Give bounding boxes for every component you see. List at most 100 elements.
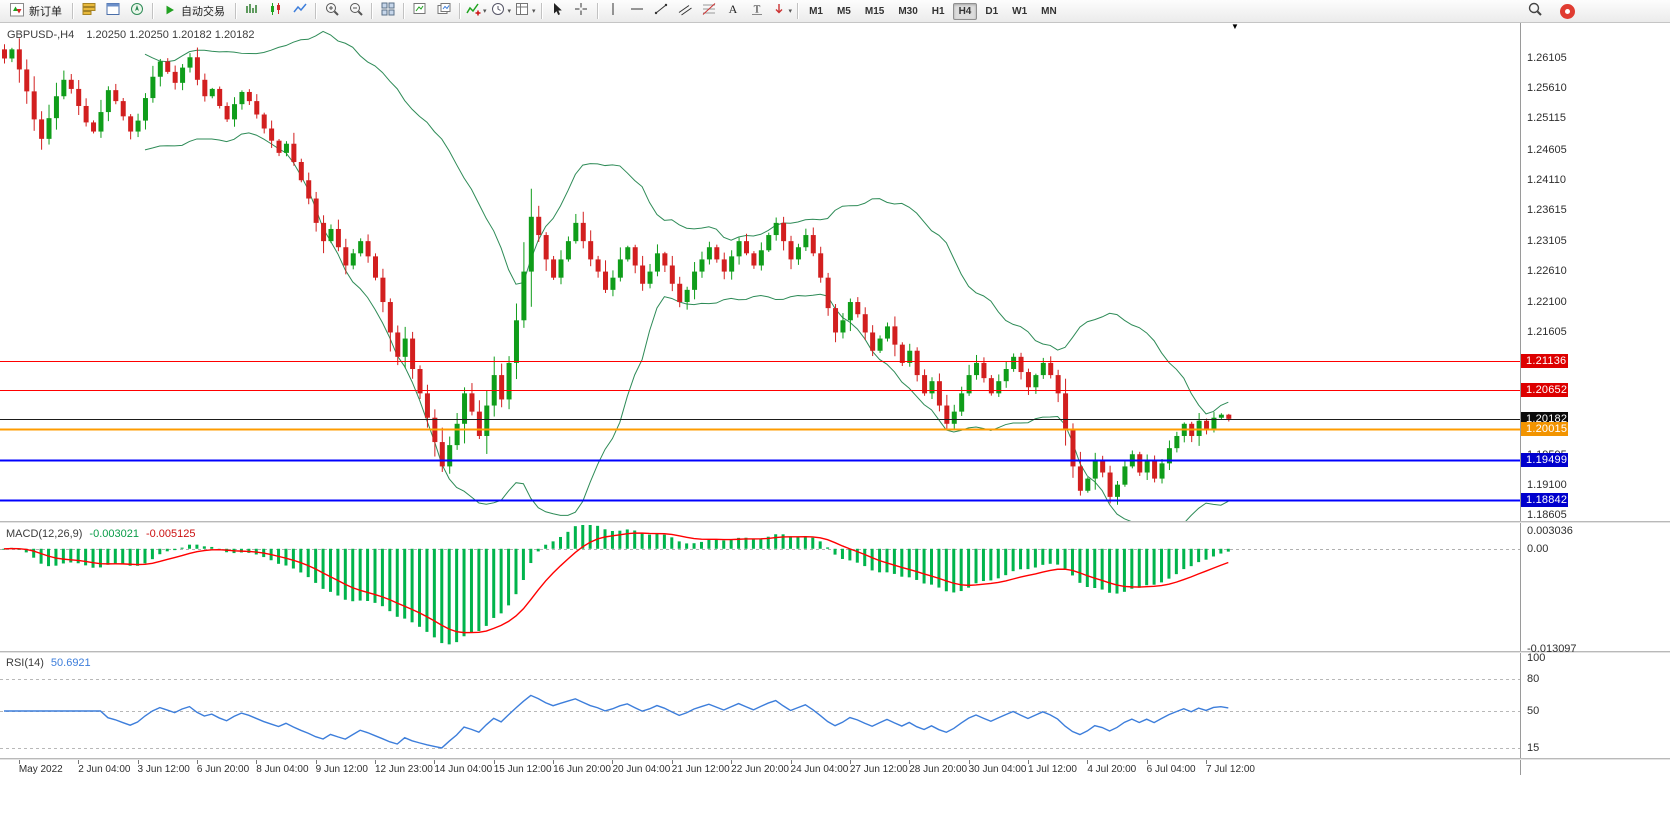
cursor-tool-button[interactable] <box>546 1 569 21</box>
time-axis-label[interactable]: 8 Jun 04:00 <box>256 764 309 775</box>
toolbar-separator <box>596 3 598 19</box>
price-tick-label[interactable]: 1.24110 <box>1527 173 1566 186</box>
horizontal-line-icon <box>629 1 645 22</box>
autotrading-play-icon <box>163 3 177 20</box>
market-watch-icon <box>81 1 97 22</box>
time-axis-separator <box>0 758 1670 760</box>
crosshair-tool-button[interactable] <box>570 1 593 21</box>
time-axis-label[interactable]: 22 Jun 20:00 <box>731 764 789 775</box>
timeframe-button-m30[interactable]: M30 <box>898 5 918 17</box>
vertical-line-icon <box>605 1 621 22</box>
toolbar-separator <box>152 3 153 19</box>
autotrading-button[interactable]: 自动交易 <box>157 1 231 21</box>
price-level-box[interactable]: 1.18842 <box>1521 493 1568 508</box>
time-axis-label[interactable]: 28 Jun 20:00 <box>909 764 968 775</box>
time-axis-label[interactable]: 2 Jun 04:00 <box>78 764 131 775</box>
price-tick-label[interactable]: 1.19100 <box>1527 478 1567 491</box>
bar-chart-mode-button[interactable] <box>240 1 263 21</box>
zoom-out-button[interactable] <box>344 1 367 21</box>
zoom-in-button[interactable] <box>320 1 343 21</box>
chart-shift-marker[interactable]: ▼ <box>1231 22 1239 31</box>
timeframe-button-mn[interactable]: MN <box>1041 5 1057 17</box>
search-button[interactable] <box>1523 1 1546 21</box>
timeframe-button-w1[interactable]: W1 <box>1012 5 1028 17</box>
candlestick-chart-icon <box>268 1 284 22</box>
time-axis-label[interactable]: 6 Jul 04:00 <box>1146 764 1196 775</box>
trendline-icon <box>653 1 669 22</box>
timeframe-button-h4[interactable]: H4 <box>952 2 978 20</box>
price-tick-label[interactable]: 1.23105 <box>1527 234 1567 247</box>
rsi-indicator-label: RSI(14) 50.6921 <box>6 657 91 669</box>
price-tick-label[interactable]: 1.26105 <box>1527 52 1567 65</box>
price-tick-label[interactable]: 1.25115 <box>1527 112 1566 125</box>
time-axis-label[interactable]: 9 Jun 12:00 <box>315 764 368 775</box>
price-tick-label[interactable]: 1.22100 <box>1527 296 1567 309</box>
time-axis-label[interactable]: 16 Jun 20:00 <box>553 764 611 775</box>
candlestick-mode-button[interactable] <box>264 1 287 21</box>
time-axis-label[interactable]: 7 Jul 12:00 <box>1206 764 1255 775</box>
time-axis-label[interactable]: 15 Jun 12:00 <box>493 764 552 775</box>
tile-windows-button[interactable] <box>376 1 399 21</box>
time-axis-label[interactable]: 30 Jun 04:00 <box>968 764 1027 775</box>
text-label-icon: T <box>749 1 765 22</box>
toolbar-separator <box>315 3 316 19</box>
price-tick-label[interactable]: 1.21605 <box>1527 326 1567 339</box>
line-chart-mode-button[interactable] <box>288 1 311 21</box>
price-tick-label[interactable]: 1.18605 <box>1527 508 1567 521</box>
price-tick-label[interactable]: 1.23615 <box>1527 203 1567 216</box>
text-label-tool-button[interactable]: T <box>746 1 769 21</box>
navigator-button[interactable] <box>125 1 148 21</box>
vertical-line-tool-button[interactable] <box>602 1 625 21</box>
time-axis-label[interactable]: 24 Jun 04:00 <box>790 764 849 775</box>
macd-indicator-label: MACD(12,26,9) -0.003021 -0.005125 <box>6 528 196 540</box>
price-tick-label[interactable]: 1.24605 <box>1527 143 1567 156</box>
timeframe-button-d1[interactable]: D1 <box>985 5 999 17</box>
timeframe-button-h1[interactable]: H1 <box>931 5 945 17</box>
timeframe-button-m1[interactable]: M1 <box>809 5 823 17</box>
channel-tool-button[interactable] <box>674 1 697 21</box>
new-chart-button[interactable] <box>408 1 431 21</box>
time-axis-label[interactable]: May 2022 <box>18 764 63 775</box>
periods-button[interactable]: ▾ <box>489 1 513 21</box>
timeframe-button-m15[interactable]: M15 <box>864 5 885 17</box>
chevron-down-icon: ▾ <box>507 8 512 15</box>
time-axis-label[interactable]: 20 Jun 04:00 <box>612 764 671 775</box>
timeframe-button-m5[interactable]: M5 <box>836 5 851 17</box>
new-order-button[interactable]: 新订单 <box>3 1 68 21</box>
price-level-box[interactable]: 1.19499 <box>1521 453 1568 468</box>
time-axis-label[interactable]: 3 Jun 12:00 <box>137 764 190 775</box>
ohlc-values: 1.20250 1.20250 1.20182 1.20182 <box>86 29 255 41</box>
time-axis-label[interactable]: 14 Jun 04:00 <box>434 764 493 775</box>
price-tick-label[interactable]: 1.22610 <box>1527 264 1567 277</box>
trendline-tool-button[interactable] <box>650 1 673 21</box>
indicators-button[interactable]: ▾ <box>464 1 488 21</box>
fibonacci-tool-button[interactable] <box>698 1 721 21</box>
arrows-tool-button[interactable]: ▾ <box>770 1 794 21</box>
time-axis-label[interactable]: 27 Jun 12:00 <box>849 764 908 775</box>
templates-button[interactable]: ▾ <box>513 1 537 21</box>
time-axis-label[interactable]: 21 Jun 12:00 <box>671 764 730 775</box>
panel-separator-macd[interactable] <box>0 521 1670 523</box>
panel-separator-rsi[interactable] <box>0 651 1670 653</box>
clock-icon <box>490 1 506 22</box>
time-axis-label[interactable]: 6 Jun 20:00 <box>196 764 250 775</box>
zoom-in-icon <box>324 1 340 22</box>
horizontal-line-tool-button[interactable] <box>626 1 649 21</box>
toolbar-separator <box>459 3 460 19</box>
data-window-button[interactable] <box>101 1 124 21</box>
notifications-icon[interactable] <box>1560 3 1575 19</box>
price-level-box[interactable]: 1.20015 <box>1521 421 1568 436</box>
chart-profiles-button[interactable] <box>432 1 455 21</box>
macd-name: MACD(12,26,9) <box>6 528 83 540</box>
price-tick-label[interactable]: 1.25610 <box>1527 82 1567 95</box>
price-level-box[interactable]: 1.20652 <box>1521 383 1568 398</box>
price-chart-canvas[interactable] <box>0 23 1670 779</box>
time-axis-label[interactable]: 1 Jul 12:00 <box>1027 764 1077 775</box>
search-icon <box>1527 1 1543 22</box>
market-watch-button[interactable] <box>77 1 100 21</box>
time-axis-label[interactable]: 4 Jul 20:00 <box>1087 764 1137 775</box>
text-tool-button[interactable]: A <box>722 1 745 21</box>
price-level-box[interactable]: 1.21136 <box>1521 353 1568 368</box>
time-axis-label[interactable]: 12 Jun 23:00 <box>375 764 433 775</box>
